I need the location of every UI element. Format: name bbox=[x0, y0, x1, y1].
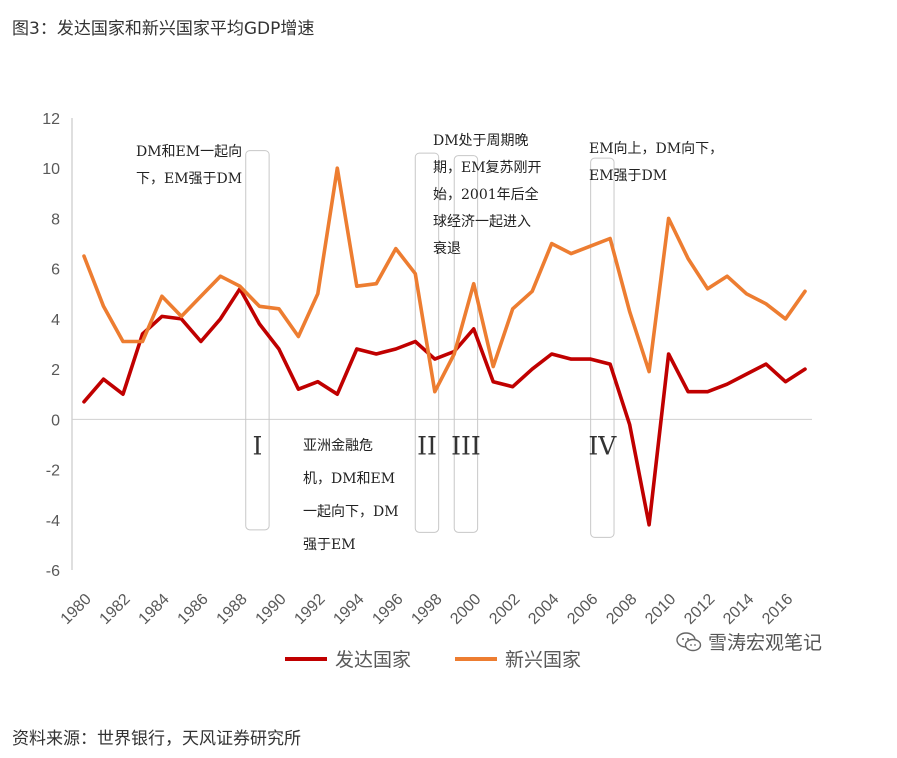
period-label: I bbox=[252, 431, 262, 460]
source-note: 资料来源：世界银行，天风证券研究所 bbox=[12, 729, 301, 749]
x-tick-label: 2010 bbox=[642, 591, 679, 628]
y-tick-label: 2 bbox=[51, 362, 60, 379]
y-tick-label: 8 bbox=[51, 211, 60, 228]
y-tick-label: 6 bbox=[51, 262, 60, 279]
x-tick-label: 2016 bbox=[759, 591, 796, 628]
period-label: III bbox=[451, 431, 481, 460]
annotation-line: DM处于周期晚 bbox=[433, 133, 529, 149]
x-tick-label: 2004 bbox=[525, 591, 562, 628]
legend-label: 新兴国家 bbox=[505, 649, 581, 671]
annotation-line: 亚洲金融危 bbox=[303, 438, 373, 454]
x-tick-label: 1996 bbox=[369, 591, 406, 628]
annotation-line: 一起向下，DM bbox=[303, 504, 399, 520]
y-tick-label: -6 bbox=[46, 563, 60, 580]
y-tick-label: -4 bbox=[46, 513, 60, 530]
developed-series-line bbox=[82, 286, 807, 527]
watermark-text: 雪涛宏观笔记 bbox=[708, 632, 823, 654]
x-tick-label: 2002 bbox=[486, 591, 523, 628]
annotation-line: 始，2001年后全 bbox=[433, 187, 539, 203]
y-tick-label: 12 bbox=[42, 111, 60, 128]
annotation-line: 衰退 bbox=[433, 241, 461, 257]
annotation-period-3: DM处于周期晚 期，EM复苏刚开 始，2001年后全 球经济一起进入 衰退 bbox=[433, 128, 542, 263]
x-tick-label: 2008 bbox=[603, 591, 640, 628]
y-tick-label: 10 bbox=[42, 161, 60, 178]
annotation-line: DM和EM一起向 bbox=[136, 144, 243, 160]
x-tick-label: 2000 bbox=[447, 591, 484, 628]
annotation-period-1: DM和EM一起向 下，EM强于DM bbox=[136, 139, 242, 193]
period-label: IV bbox=[588, 431, 617, 460]
x-tick-label: 1986 bbox=[175, 591, 212, 628]
annotation-line: 期，EM复苏刚开 bbox=[433, 160, 542, 176]
x-tick-label: 2006 bbox=[564, 591, 601, 628]
annotation-period-2: 亚洲金融危 机，DM和EM 一起向下，DM 强于EM bbox=[303, 430, 399, 562]
y-tick-label: 4 bbox=[51, 312, 60, 329]
x-tick-label: 1994 bbox=[330, 591, 367, 628]
emerging-series-line bbox=[82, 166, 807, 394]
annotation-line: 下，EM强于DM bbox=[136, 171, 243, 187]
wechat-icon bbox=[676, 631, 702, 651]
period-box bbox=[590, 157, 615, 538]
x-tick-label: 2014 bbox=[720, 591, 757, 628]
annotation-line: 球经济一起进入 bbox=[433, 214, 531, 230]
period-box bbox=[245, 150, 270, 531]
watermark: 雪涛宏观笔记 bbox=[676, 628, 822, 655]
annotation-line: EM强于DM bbox=[589, 168, 668, 184]
annotation-line: EM向上，DM向下， bbox=[589, 141, 724, 157]
x-tick-label: 1990 bbox=[253, 591, 290, 628]
x-tick-label: 1984 bbox=[136, 591, 173, 628]
chart-title: 图3：发达国家和新兴国家平均GDP增速 bbox=[12, 19, 315, 39]
annotation-line: 强于EM bbox=[303, 537, 356, 553]
x-tick-label: 2012 bbox=[681, 591, 718, 628]
annotation-period-4: EM向上，DM向下， EM强于DM bbox=[589, 136, 723, 190]
x-tick-label: 1998 bbox=[408, 591, 445, 628]
x-tick-label: 1992 bbox=[291, 591, 328, 628]
x-tick-label: 1982 bbox=[97, 591, 134, 628]
y-tick-label: -2 bbox=[46, 463, 60, 480]
annotation-line: 机，DM和EM bbox=[303, 471, 396, 487]
x-tick-label: 1980 bbox=[58, 591, 95, 628]
y-tick-label: 0 bbox=[51, 412, 60, 429]
legend-label: 发达国家 bbox=[335, 649, 411, 671]
period-label: II bbox=[417, 431, 437, 460]
x-tick-label: 1988 bbox=[214, 591, 251, 628]
